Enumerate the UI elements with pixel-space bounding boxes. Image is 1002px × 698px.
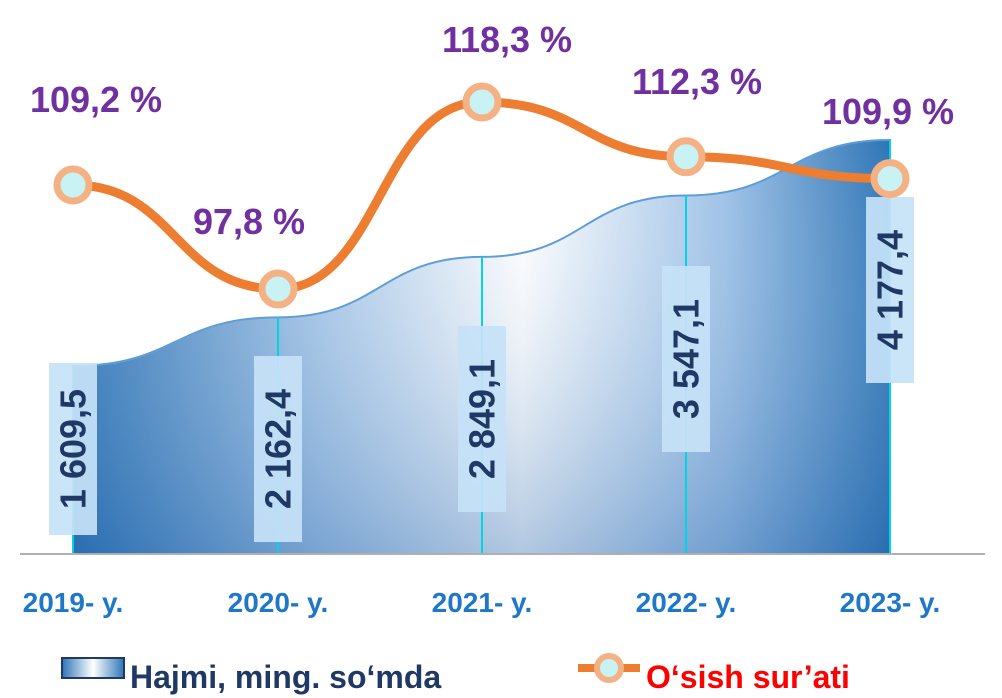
- volume-label-text: 1 609,5: [53, 389, 94, 509]
- legend-label-rate: O‘sish sur’ati: [646, 659, 850, 695]
- rate-labels: 109,2 % 97,8 % 118,3 % 112,3 % 109,9 %: [30, 19, 954, 242]
- rate-data-label: 109,9 %: [822, 91, 954, 132]
- rate-line-layer: [53, 82, 910, 309]
- volume-label-text: 2 849,1: [462, 359, 503, 479]
- rate-point: [462, 82, 502, 122]
- rate-data-label: 118,3 %: [442, 19, 572, 60]
- legend-swatch-rate-marker: [594, 653, 624, 683]
- legend: Hajmi, ming. so‘mda O‘sish sur’ati: [61, 653, 850, 695]
- rate-point: [53, 165, 93, 205]
- volume-data-label: 1 609,5: [49, 363, 97, 535]
- x-tick-label: 2021- y.: [432, 587, 533, 618]
- volume-label-box: [866, 197, 914, 383]
- category-labels: 2019- y. 2020- y. 2021- y. 2022- y. 2023- y.: [23, 587, 941, 618]
- x-tick-label: 2022- y.: [636, 587, 737, 618]
- x-tick-label: 2020- y.: [228, 587, 329, 618]
- x-tick-label: 2023- y.: [840, 587, 941, 618]
- legend-label-volume: Hajmi, ming. so‘mda: [130, 659, 441, 695]
- legend-swatch-volume: [61, 657, 125, 679]
- rate-line: [68, 97, 895, 294]
- volume-data-label: 3 547,1: [662, 266, 710, 452]
- volume-data-label: 2 162,4: [254, 356, 302, 542]
- volume-label-text: 4 177,4: [870, 230, 911, 350]
- volume-data-label: 2 849,1: [458, 326, 506, 512]
- volume-data-label: 4 177,4: [866, 197, 914, 383]
- volume-label-box: [49, 363, 97, 535]
- volume-label-box: [254, 356, 302, 542]
- rate-data-label: 109,2 %: [30, 79, 162, 120]
- volume-label-text: 2 162,4: [258, 389, 299, 509]
- rate-point: [870, 159, 910, 199]
- rate-point: [666, 137, 706, 177]
- rate-data-label: 112,3 %: [632, 61, 762, 102]
- volume-label-box: [662, 266, 710, 452]
- volume-label-text: 3 547,1: [666, 299, 707, 419]
- rate-data-label: 97,8 %: [193, 201, 305, 242]
- x-tick-label: 2019- y.: [23, 587, 124, 618]
- volume-label-box: [458, 326, 506, 512]
- volume-labels: 1 609,5 2 162,4 2 849,1 3 547,1 4 177,4: [49, 197, 914, 542]
- rate-point: [258, 269, 298, 309]
